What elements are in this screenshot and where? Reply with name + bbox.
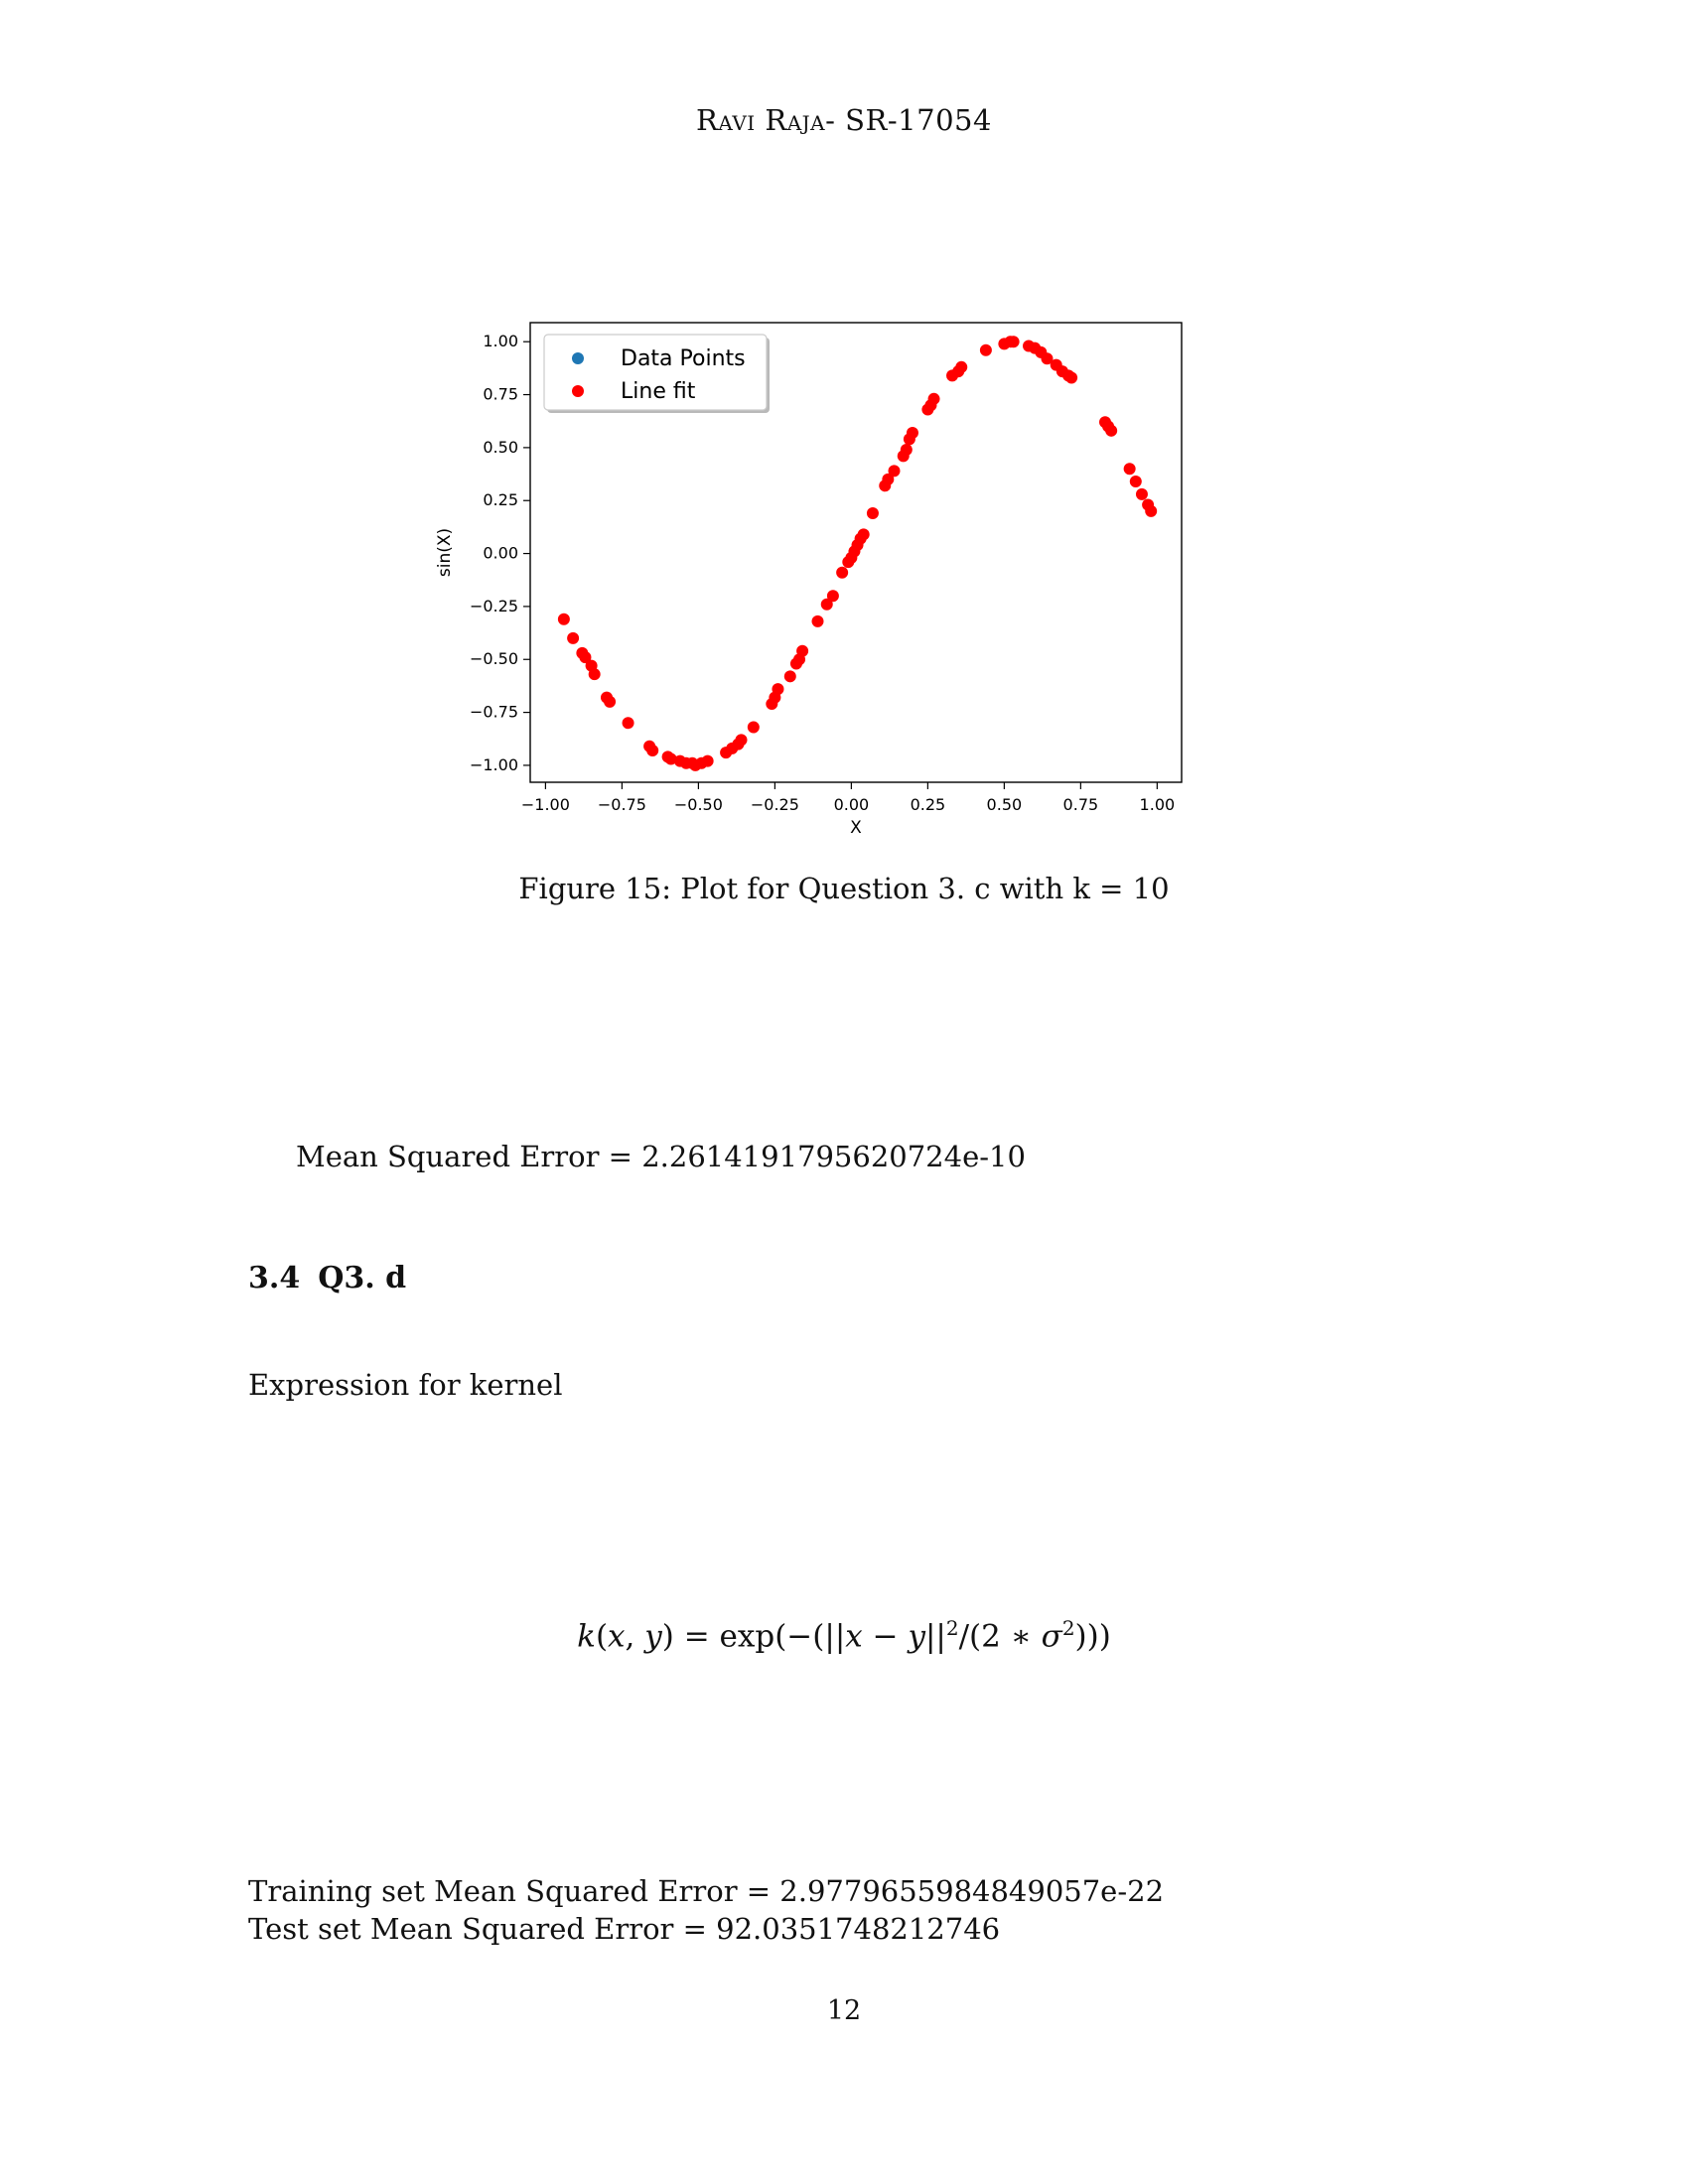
legend-box <box>543 334 768 411</box>
x-tick-label: −0.50 <box>674 795 723 814</box>
y-tick-label: 0.25 <box>483 490 518 509</box>
line-fit-point <box>604 695 617 708</box>
line-fit-point <box>900 444 913 457</box>
kernel-label: Expression for kernel <box>248 1368 563 1402</box>
legend-line-fit-marker <box>572 385 584 397</box>
test-mse: Test set Mean Squared Error = 92.0351748… <box>248 1912 1001 1946</box>
line-fit-point <box>579 651 592 664</box>
line-fit-point <box>588 668 601 681</box>
page-number: 12 <box>826 1995 862 2026</box>
x-tick-label: 1.00 <box>1140 795 1176 814</box>
train-mse: Training set Mean Squared Error = 2.9779… <box>248 1874 1165 1908</box>
y-axis-label: sin(X) <box>435 528 455 577</box>
kernel-formula: k(x, y) = exp(−(||x − y||2/(2 ∗ σ2))) <box>577 1616 1111 1655</box>
line-fit-point <box>783 670 796 683</box>
header-author: Ravi Raja <box>696 103 826 137</box>
running-header: Ravi Raja- SR-17054 <box>0 103 1688 137</box>
line-fit-point <box>1007 336 1020 348</box>
x-tick-label: −0.75 <box>598 795 646 814</box>
line-fit-point <box>888 465 901 478</box>
line-fit-point <box>747 721 760 734</box>
line-fit-point <box>1065 371 1078 384</box>
y-tick-label: −0.50 <box>470 649 518 668</box>
section-number: 3.4 <box>248 1261 301 1296</box>
line-fit-point <box>796 644 809 657</box>
line-fit-point <box>1135 487 1148 500</box>
line-fit-point <box>664 752 677 765</box>
y-tick-label: 1.00 <box>483 332 518 350</box>
line-fit-point <box>622 717 634 730</box>
y-tick-label: −0.25 <box>470 597 518 615</box>
figure-15: −1.00 −0.75 −0.50 −0.25 0.00 0.25 0.50 0.75 1.00… <box>427 308 1201 844</box>
x-tick-label: 0.00 <box>834 795 870 814</box>
line-fit-point <box>1145 504 1158 517</box>
x-tick-label: −0.25 <box>751 795 799 814</box>
line-fit-point <box>1041 352 1054 365</box>
y-tick-label: 0.50 <box>483 438 518 457</box>
legend-data-points-marker <box>572 352 584 364</box>
legend-data-points-label: Data Points <box>621 346 746 371</box>
line-fit-point <box>557 613 570 625</box>
x-tick-label: 0.75 <box>1063 795 1099 814</box>
line-fit-point <box>866 507 879 520</box>
header-separator: - <box>825 103 846 137</box>
line-fit-point <box>836 566 849 579</box>
header-id: SR-17054 <box>845 103 992 137</box>
y-tick-label: −1.00 <box>470 755 518 774</box>
line-fit-point <box>1105 424 1118 437</box>
line-fit-point <box>955 360 968 373</box>
section-title: Q3. d <box>318 1261 407 1296</box>
line-fit-point <box>979 343 992 356</box>
legend-line-fit-label: Line fit <box>621 379 696 404</box>
line-fit-point <box>906 426 918 439</box>
line-fit-point <box>735 734 748 747</box>
figure-caption: Figure 15: Plot for Question 3. c with k… <box>518 872 1170 905</box>
line-fit-point <box>882 473 895 485</box>
line-fit-point <box>646 744 659 756</box>
y-tick-label: 0.00 <box>483 544 518 563</box>
line-fit-point <box>567 631 580 644</box>
line-fit-point <box>1129 476 1142 488</box>
y-tick-label: −0.75 <box>470 703 518 722</box>
line-fit-point <box>701 754 714 767</box>
section-heading: 3.4 Q3. d <box>248 1261 406 1296</box>
x-tick-label: 0.50 <box>987 795 1023 814</box>
line-fit-point <box>857 528 870 541</box>
line-fit-point <box>811 614 824 627</box>
line-fit-point <box>826 590 839 603</box>
mse-result: Mean Squared Error = 2.2614191795620724e… <box>296 1140 1026 1173</box>
scatter-chart: −1.00 −0.75 −0.50 −0.25 0.00 0.25 0.50 0.75 1.00… <box>435 322 1183 838</box>
y-tick-label: 0.75 <box>483 385 518 404</box>
x-tick-label: −1.00 <box>521 795 570 814</box>
line-fit-point <box>927 392 940 405</box>
line-fit-point <box>1123 463 1136 476</box>
x-tick-label: 0.25 <box>911 795 946 814</box>
line-fit-point <box>820 598 833 611</box>
line-fit-point <box>772 683 784 696</box>
x-axis-label: X <box>850 818 862 838</box>
